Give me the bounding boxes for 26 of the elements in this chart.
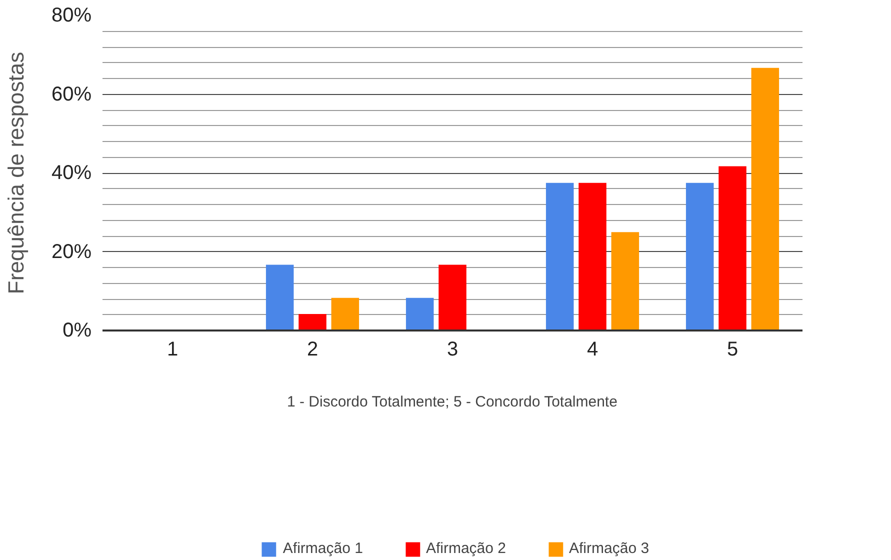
x-tick-label: 4 <box>586 338 598 360</box>
y-tick-label: 80% <box>51 4 92 26</box>
legend-label: Afirmação 1 <box>282 540 363 558</box>
legend-label: Afirmação 2 <box>426 540 506 558</box>
x-axis-title: 1 - Discordo Totalmente; 5 - Concordo Totalmente <box>287 394 618 410</box>
bar <box>578 182 606 330</box>
y-tick-label: 40% <box>51 162 92 184</box>
y-tick-label: 0% <box>62 320 92 342</box>
x-tick-label: 5 <box>726 338 738 360</box>
bar <box>546 182 574 330</box>
bar <box>718 166 746 330</box>
x-tick-label: 2 <box>306 338 318 360</box>
x-tick-label: 1 <box>166 338 178 360</box>
bar <box>331 298 360 330</box>
bar <box>751 68 780 330</box>
bar <box>611 232 640 330</box>
y-tick-label: 20% <box>51 240 92 263</box>
bar <box>266 264 294 330</box>
y-axis-title: Frequência de respostas <box>3 52 28 294</box>
bar <box>438 264 466 330</box>
bar <box>298 314 326 330</box>
legend-label: Afirmação 3 <box>569 540 650 558</box>
bar <box>686 182 714 330</box>
y-tick-label: 60% <box>51 83 92 106</box>
x-tick-label: 3 <box>446 338 458 360</box>
bar <box>406 298 434 330</box>
